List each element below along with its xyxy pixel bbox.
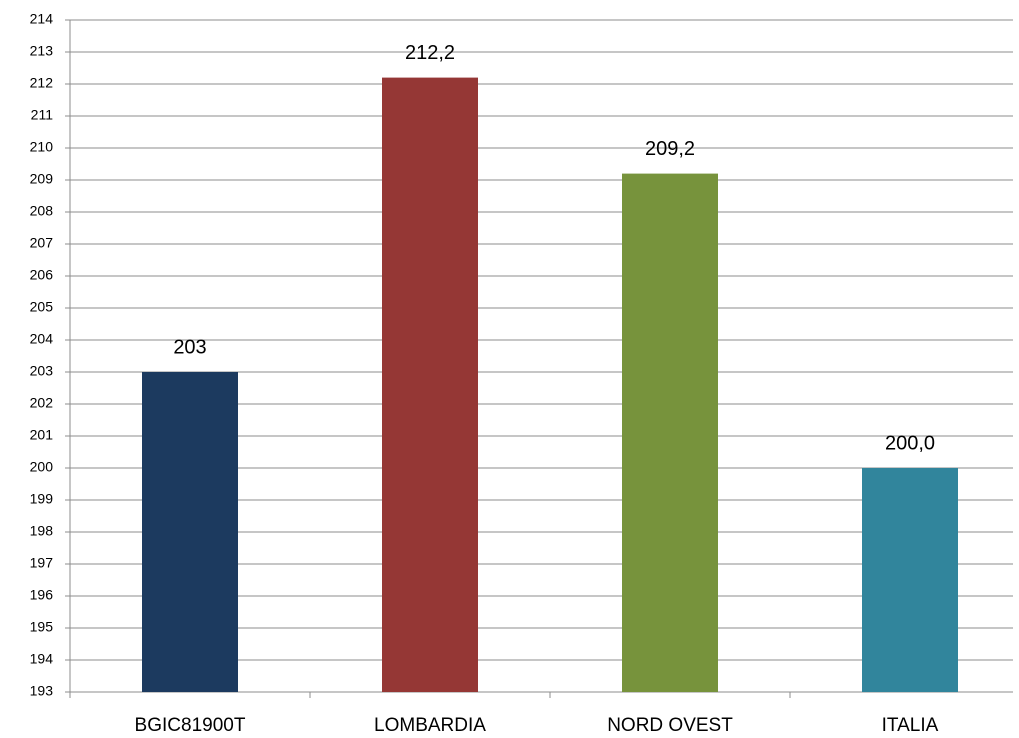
x-tick-label: LOMBARDIA xyxy=(374,715,486,736)
y-tick-label: 196 xyxy=(30,587,54,603)
value-label: 203 xyxy=(173,336,206,358)
y-tick-label: 198 xyxy=(30,523,54,539)
y-tick-label: 199 xyxy=(30,491,54,507)
y-tick-label: 207 xyxy=(30,235,54,251)
value-label: 200,0 xyxy=(885,432,935,454)
y-tick-label: 203 xyxy=(30,363,54,379)
y-tick-label: 202 xyxy=(30,395,54,411)
y-tick-label: 212 xyxy=(30,75,54,91)
y-tick-label: 193 xyxy=(30,683,54,699)
y-tick-label: 206 xyxy=(30,267,54,283)
y-tick-label: 208 xyxy=(30,203,54,219)
y-tick-label: 205 xyxy=(30,299,54,315)
x-tick-label: NORD OVEST xyxy=(607,715,733,736)
y-tick-label: 209 xyxy=(30,171,54,187)
y-tick-label: 200 xyxy=(30,459,54,475)
bar xyxy=(622,173,718,693)
bar xyxy=(142,372,238,692)
y-tick-label: 204 xyxy=(30,331,54,347)
y-tick-label: 210 xyxy=(30,139,54,155)
x-tick-label: BGIC81900T xyxy=(135,715,246,736)
value-label: 212,2 xyxy=(405,42,455,64)
bar xyxy=(382,77,478,693)
value-label: 209,2 xyxy=(645,138,695,160)
y-tick-label: 214 xyxy=(30,11,54,27)
y-tick-label: 195 xyxy=(30,619,54,635)
y-tick-label: 213 xyxy=(30,43,54,59)
y-tick-label: 201 xyxy=(30,427,54,443)
x-tick-label: ITALIA xyxy=(882,715,939,736)
bar xyxy=(862,468,958,692)
y-tick-label: 211 xyxy=(31,107,54,123)
y-tick-label: 194 xyxy=(30,651,54,667)
y-tick-label: 197 xyxy=(30,555,54,571)
